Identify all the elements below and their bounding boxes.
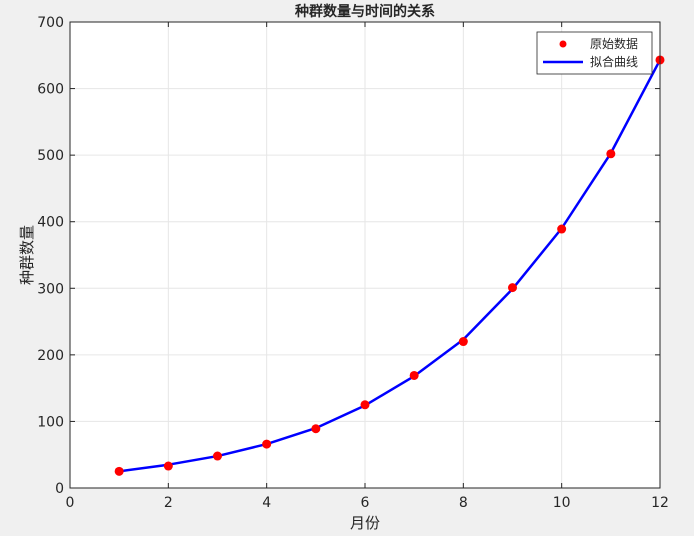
data-point <box>311 424 321 434</box>
y-tick-label: 100 <box>37 414 64 430</box>
data-point <box>606 149 616 159</box>
legend-box <box>536 31 653 75</box>
data-point <box>508 283 517 293</box>
x-tick-label: 10 <box>553 495 571 511</box>
data-point <box>409 370 419 380</box>
x-tick-label: 4 <box>262 495 271 511</box>
data-point <box>458 337 468 347</box>
x-axis-label: 月份 <box>350 514 380 532</box>
series-layer <box>114 55 665 476</box>
data-point <box>163 461 173 471</box>
ticks: 0 2 4 6 8 10 12 0 100 200 300 400 500 600 700 <box>37 15 669 511</box>
x-tick-label: 2 <box>164 495 173 511</box>
y-tick-label: 600 <box>37 82 64 98</box>
y-tick-label: 400 <box>37 215 64 231</box>
legend-label-original-data: 原始数据 <box>590 36 638 51</box>
data-point <box>262 439 272 449</box>
chart-title: 种群数量与时间的关系 <box>294 3 435 20</box>
y-tick-label: 300 <box>37 281 64 297</box>
legend: 原始数据 拟合曲线 <box>536 31 653 75</box>
fitted-curve-line <box>118 59 662 473</box>
y-axis-label: 种群数量 <box>18 225 36 285</box>
data-point <box>557 224 567 234</box>
y-tick-label: 200 <box>37 348 64 364</box>
y-tick-label: 700 <box>37 15 64 31</box>
legend-marker-original-data <box>559 40 567 48</box>
y-tick-label: 500 <box>37 148 64 164</box>
x-tick-label: 12 <box>651 495 669 511</box>
data-point <box>114 466 124 476</box>
y-tick-label: 0 <box>55 481 64 497</box>
legend-label-fitted-curve: 拟合曲线 <box>590 54 638 69</box>
x-tick-label: 0 <box>66 495 75 511</box>
x-tick-label: 6 <box>361 495 370 511</box>
data-point <box>213 451 222 461</box>
x-tick-label: 8 <box>459 495 468 511</box>
data-point <box>360 400 370 410</box>
